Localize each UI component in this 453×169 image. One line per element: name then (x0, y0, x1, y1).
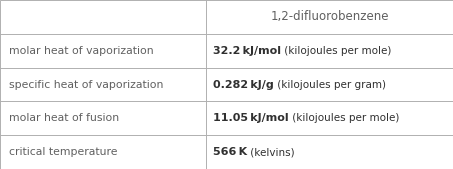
Text: molar heat of fusion: molar heat of fusion (9, 113, 119, 123)
Text: critical temperature: critical temperature (9, 147, 118, 157)
Text: (kilojoules per gram): (kilojoules per gram) (274, 79, 386, 90)
Text: 566 K: 566 K (213, 147, 247, 157)
Text: (kilojoules per mole): (kilojoules per mole) (289, 113, 399, 123)
Text: 32.2 kJ/mol: 32.2 kJ/mol (213, 46, 281, 56)
Text: 11.05 kJ/mol: 11.05 kJ/mol (213, 113, 289, 123)
Text: (kilojoules per mole): (kilojoules per mole) (281, 46, 391, 56)
Text: 1,2-difluorobenzene: 1,2-difluorobenzene (270, 10, 389, 23)
Text: (kelvins): (kelvins) (247, 147, 294, 157)
Text: 0.282 kJ/g: 0.282 kJ/g (213, 79, 274, 90)
Text: specific heat of vaporization: specific heat of vaporization (9, 79, 164, 90)
Text: molar heat of vaporization: molar heat of vaporization (9, 46, 154, 56)
